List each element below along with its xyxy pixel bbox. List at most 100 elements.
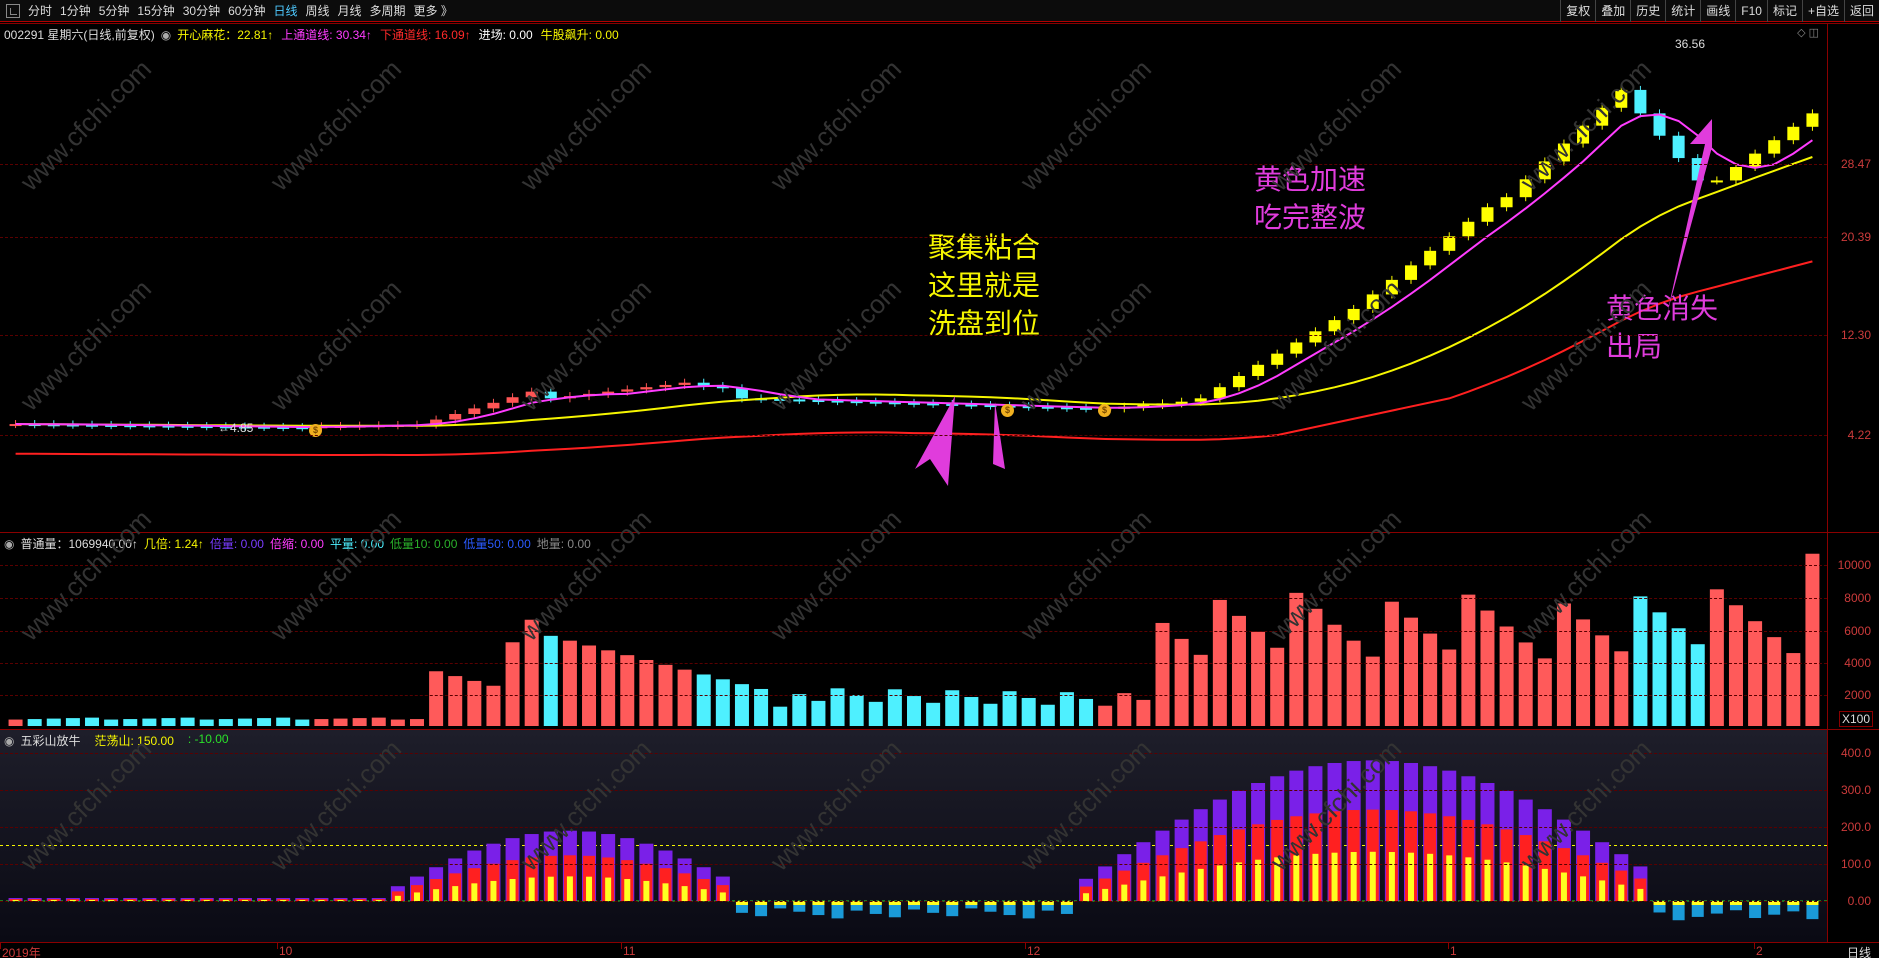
- volume-bar: [811, 700, 826, 726]
- candle-body: [1022, 406, 1035, 409]
- candle-body: [1060, 407, 1073, 410]
- indicator-bar: [1484, 859, 1491, 901]
- volume-bar: [1098, 705, 1113, 726]
- candle-body: [1462, 221, 1475, 237]
- tool-button[interactable]: +自选: [1801, 0, 1844, 22]
- collapse-icon[interactable]: ◉: [4, 733, 15, 748]
- period-tab[interactable]: 日线: [273, 4, 298, 18]
- volume-bar: [1117, 693, 1132, 726]
- candle-body: [984, 405, 997, 408]
- grid-line: [0, 435, 1827, 436]
- candle-body: [124, 425, 137, 428]
- y-tick-label: 2000: [1844, 688, 1871, 702]
- indicator-bar: [1083, 893, 1090, 901]
- tool-button[interactable]: 画线: [1700, 0, 1735, 22]
- indicator-panel[interactable]: ◉ 五彩山放牛 茫荡山: 150.00: -10.00 400.0 300.0 200…: [0, 729, 1879, 942]
- period-tab[interactable]: 更多 》: [413, 4, 453, 18]
- candle-body: [1557, 143, 1570, 162]
- candle-body: [735, 388, 748, 399]
- volume-bar: [65, 718, 80, 726]
- period-selector: 分时 1分钟 5分钟 15分钟 30分钟 60分钟 日线 周线 月线 多周期 更多 》: [0, 0, 457, 22]
- price-y-axis: 28.47 20.39 12.30 4.22: [1827, 24, 1879, 532]
- price-indicator-values: 开心麻花：22.81↑ 上通道线: 30.34↑ 下通道线: 16.09↑ 进场: 0…: [177, 26, 619, 43]
- indicator-bar: [433, 889, 440, 901]
- indicator-bar: [1159, 876, 1166, 901]
- volume-panel[interactable]: ◉ 普通量：1069940.00↑ 几倍: 1.24↑ 倍量: 0.00 倍缩: 0.…: [0, 532, 1879, 729]
- y-tick-label: 0.00: [1847, 894, 1871, 908]
- period-tab[interactable]: 60分钟: [228, 4, 266, 18]
- volume-bar: [543, 635, 558, 726]
- candle-body: [1577, 125, 1590, 144]
- period-tab[interactable]: 15分钟: [137, 4, 175, 18]
- period-tab[interactable]: 30分钟: [182, 4, 221, 18]
- candle-body: [927, 403, 940, 406]
- y-tick-label: 8000: [1844, 591, 1871, 605]
- volume-bar: [1709, 589, 1724, 726]
- indicator-bar: [774, 901, 787, 905]
- period-tab[interactable]: 多周期: [369, 4, 406, 18]
- period-tab[interactable]: 月线: [337, 4, 362, 18]
- volume-bar: [1537, 658, 1552, 726]
- indicator-bar: [1121, 884, 1128, 901]
- indicator-bar: [1140, 880, 1147, 901]
- volume-bar: [1002, 691, 1017, 726]
- volume-bar: [352, 718, 367, 726]
- indicator-chart-canvas[interactable]: [0, 730, 1879, 943]
- volume-bar: [754, 688, 769, 726]
- volume-bar: [486, 685, 501, 726]
- candle-body: [105, 424, 118, 427]
- indicator-bar: [662, 883, 669, 901]
- collapse-icon[interactable]: ◉: [160, 27, 172, 42]
- period-tab[interactable]: 周线: [305, 4, 330, 18]
- time-label: 2019年: [2, 946, 41, 958]
- tool-button[interactable]: 叠加: [1595, 0, 1630, 22]
- time-label: 11: [623, 944, 636, 958]
- indicator-bar: [509, 878, 516, 901]
- volume-bar: [1251, 631, 1266, 726]
- time-label: 2: [1756, 944, 1763, 958]
- pin-icon[interactable]: ◇ ◫: [1797, 27, 1819, 39]
- grid-line: [0, 790, 1827, 791]
- collapse-icon[interactable]: ◉: [4, 536, 15, 551]
- tool-button[interactable]: 复权: [1560, 0, 1595, 22]
- tool-button[interactable]: 历史: [1630, 0, 1665, 22]
- price-panel[interactable]: 002291 星期六(日线,前复权) ◉ 开心麻花：22.81↑ 上通道线: 30…: [0, 23, 1879, 532]
- layout-icon[interactable]: [6, 4, 20, 18]
- volume-bar: [1021, 697, 1036, 726]
- yellow-line: [15, 156, 1813, 427]
- tool-button[interactable]: 统计: [1665, 0, 1700, 22]
- indicator-bar: [318, 899, 325, 901]
- candle-body: [1787, 126, 1800, 141]
- volume-bar: [390, 719, 405, 726]
- candle-body: [487, 402, 500, 409]
- indicator-bar: [1691, 901, 1704, 905]
- candle-body: [1290, 342, 1303, 354]
- volume-bar: [371, 717, 386, 726]
- period-tab[interactable]: 分时: [28, 4, 53, 18]
- indicator-bar: [1653, 901, 1666, 905]
- y-tick-label: 28.47: [1840, 157, 1871, 171]
- tool-button[interactable]: F10: [1735, 0, 1767, 22]
- indicator-bar: [793, 901, 806, 912]
- candle-body: [659, 384, 672, 388]
- tool-button[interactable]: 标记: [1766, 0, 1802, 22]
- candle-body: [1672, 135, 1685, 159]
- candle-body: [143, 425, 156, 428]
- indicator-bar: [1350, 852, 1357, 901]
- candle-body: [831, 400, 844, 403]
- time-tick: [1448, 943, 1449, 949]
- coin-icon: $: [1001, 404, 1014, 417]
- volume-bar: [1633, 596, 1648, 726]
- tool-button[interactable]: 返回: [1843, 0, 1879, 22]
- period-tab[interactable]: 1分钟: [60, 4, 91, 18]
- indicator-bar: [241, 899, 248, 901]
- time-axis: 日线 2019年 10 11 12 1 2: [0, 942, 1879, 958]
- volume-bar: [734, 684, 749, 726]
- candle-body: [1405, 265, 1418, 280]
- volume-bar: [1174, 638, 1189, 726]
- volume-bar: [276, 717, 291, 726]
- period-tab[interactable]: 5分钟: [98, 4, 130, 18]
- volume-bar: [1652, 612, 1667, 726]
- indicator-bar: [566, 876, 573, 901]
- indicator-bar: [1580, 876, 1587, 901]
